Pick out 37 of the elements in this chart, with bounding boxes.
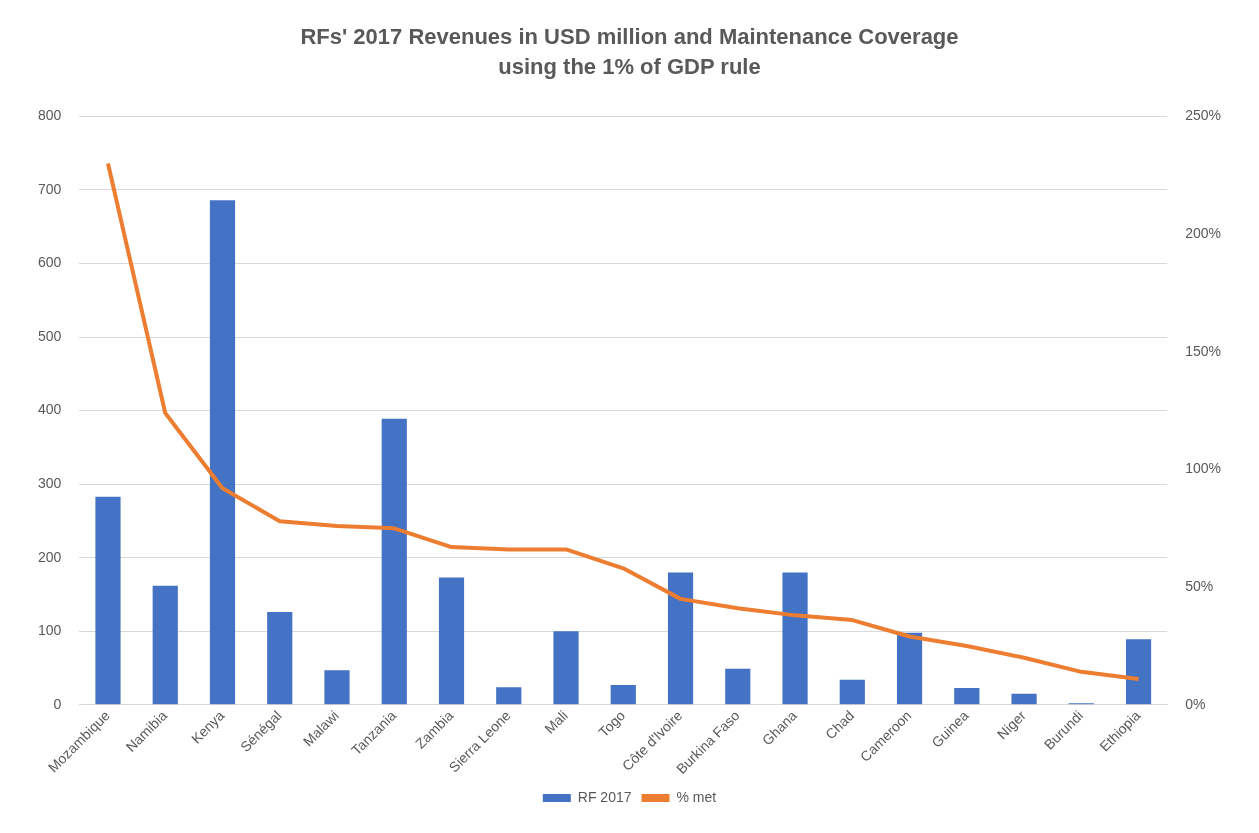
y-tick-label: 600	[38, 254, 62, 271]
y-tick-label: 400	[38, 401, 62, 418]
bar	[725, 668, 751, 705]
bar	[896, 632, 923, 705]
bar	[610, 684, 636, 705]
bar	[95, 496, 121, 705]
bar	[1011, 693, 1037, 705]
y-tick-label: 0	[53, 695, 62, 712]
bar	[496, 687, 522, 705]
bar	[553, 631, 579, 705]
y-tick-label: 700	[38, 180, 62, 197]
bar	[954, 687, 980, 705]
bar	[1125, 639, 1152, 705]
bar	[782, 572, 808, 705]
y-tick-label: 200	[38, 548, 62, 565]
y-tick-label: 800	[38, 107, 62, 124]
y-tick-label: 500	[38, 327, 62, 344]
y2-tick-label: 0%	[1185, 695, 1206, 712]
bar	[209, 200, 236, 705]
y2-tick-label: 100%	[1185, 460, 1222, 477]
y2-tick-label: 250%	[1185, 107, 1222, 124]
y2-tick-label: 200%	[1185, 224, 1222, 241]
y-tick-label: 300	[38, 475, 62, 492]
bar	[438, 577, 465, 705]
bar	[839, 679, 865, 705]
y2-tick-label: 150%	[1185, 342, 1222, 359]
bar	[324, 670, 350, 705]
bar	[667, 572, 694, 705]
bar	[381, 418, 407, 705]
bar	[267, 612, 293, 705]
y2-tick-label: 50%	[1185, 577, 1214, 594]
bar	[152, 585, 178, 705]
y-tick-label: 100	[38, 622, 62, 639]
legend-label: RF 2017	[577, 788, 632, 805]
x-tick-label: Togo	[595, 707, 629, 741]
legend-label: % met	[676, 788, 717, 805]
chart-title: RFs' 2017 Revenues in USD million and Maintenance Coverage using the 1% of GDP rule	[299, 23, 960, 81]
